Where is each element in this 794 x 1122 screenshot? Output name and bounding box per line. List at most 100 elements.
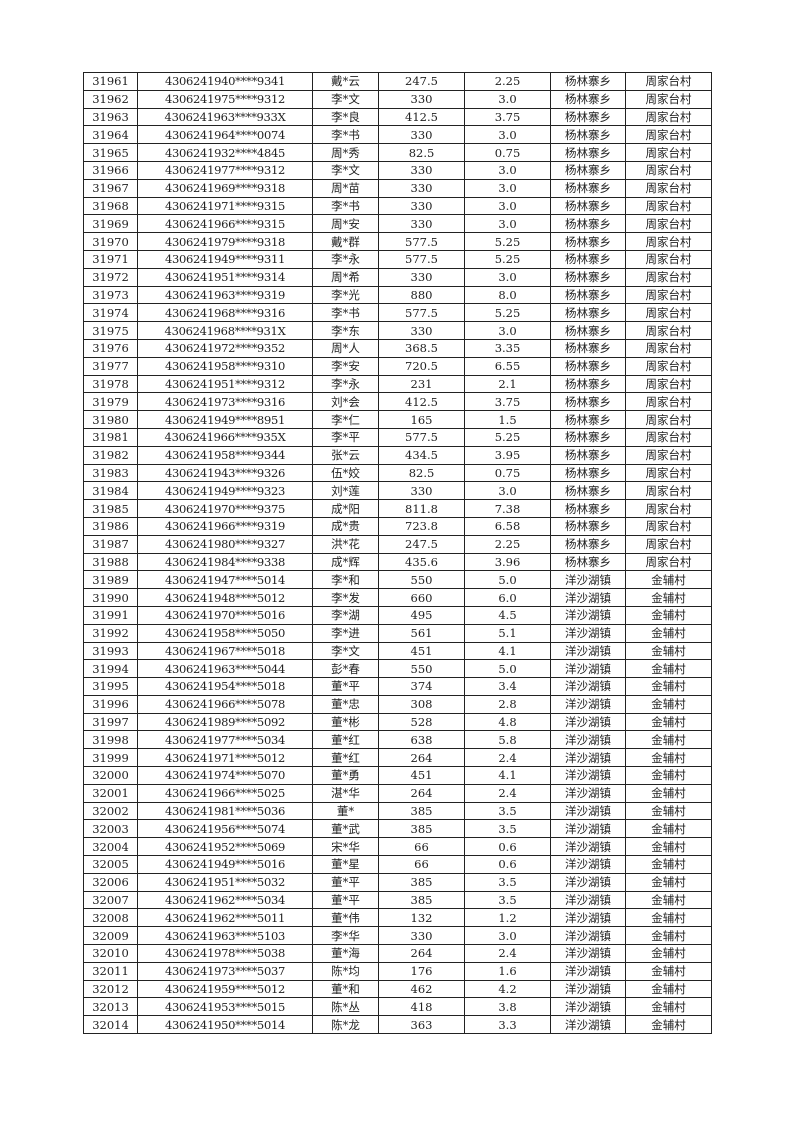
village-cell: 金辅村	[625, 908, 712, 928]
village-cell: 周家台村	[625, 160, 712, 180]
village-cell: 周家台村	[625, 143, 712, 162]
village-cell: 周家台村	[625, 303, 712, 323]
area-cell: 2.4	[464, 748, 551, 768]
amount-cell: 434.5	[378, 445, 465, 465]
table-row: 32010 4306241978****5038 董*海 264 2.4 洋沙湖镇 金辅村	[83, 944, 712, 963]
village-cell: 周家台村	[625, 232, 712, 251]
id-number-cell: 4306241963****9319	[137, 285, 313, 305]
serial-cell: 32002	[83, 801, 138, 821]
id-number-cell: 4306241968****931X	[137, 321, 313, 340]
serial-cell: 32014	[83, 1015, 138, 1035]
id-number-cell: 4306241949****9323	[137, 481, 313, 501]
township-cell: 杨林寨乡	[550, 143, 626, 162]
township-cell: 洋沙湖镇	[550, 570, 626, 590]
village-cell: 金辅村	[625, 623, 712, 643]
table-row: 32001 4306241966****5025 湛*华 264 2.4 洋沙湖镇 金辅村	[83, 783, 712, 803]
village-cell: 周家台村	[625, 249, 712, 269]
area-cell: 3.0	[464, 267, 551, 287]
township-cell: 杨林寨乡	[550, 232, 626, 251]
id-number-cell: 4306241984****9338	[137, 552, 313, 572]
amount-cell: 880	[378, 285, 465, 305]
village-cell: 金辅村	[625, 677, 712, 696]
name-cell: 董*忠	[312, 694, 379, 714]
area-cell: 1.6	[464, 961, 551, 981]
name-cell: 陈*龙	[312, 1015, 379, 1035]
table-row: 31997 4306241989****5092 董*彬 528 4.8 洋沙湖镇 金辅村	[83, 712, 712, 732]
name-cell: 李*进	[312, 623, 379, 643]
id-number-cell: 4306241932****4845	[137, 143, 313, 162]
township-cell: 洋沙湖镇	[550, 1015, 626, 1035]
table-row: 31967 4306241969****9318 周*苗 330 3.0 杨林寨乡 周家台村	[83, 178, 712, 198]
id-number-cell: 4306241962****5034	[137, 890, 313, 910]
id-number-cell: 4306241949****9311	[137, 249, 313, 269]
table-row: 31992 4306241958****5050 李*进 561 5.1 洋沙湖镇 金辅村	[83, 623, 712, 643]
id-number-cell: 4306241963****5103	[137, 926, 313, 946]
id-number-cell: 4306241966****9315	[137, 214, 313, 234]
table-row: 31982 4306241958****9344 张*云 434.5 3.95 杨林寨乡周…	[83, 445, 712, 465]
serial-cell: 31982	[83, 445, 138, 465]
table-row: 31998 4306241977****5034 董*红 638 5.8 洋沙湖镇 金辅村	[83, 730, 712, 750]
name-cell: 李*平	[312, 427, 379, 447]
area-cell: 1.5	[464, 410, 551, 429]
serial-cell: 31988	[83, 552, 138, 572]
amount-cell: 577.5	[378, 303, 465, 323]
serial-cell: 31977	[83, 356, 138, 376]
serial-cell: 31978	[83, 374, 138, 394]
serial-cell: 32008	[83, 908, 138, 928]
area-cell: 3.5	[464, 890, 551, 910]
township-cell: 洋沙湖镇	[550, 641, 626, 661]
area-cell: 6.0	[464, 588, 551, 607]
id-number-cell: 4306241981****5036	[137, 801, 313, 821]
table-row: 31991 4306241970****5016 李*湖 495 4.5 洋沙湖镇 金辅村	[83, 605, 712, 625]
table-row: 31989 4306241947****5014 李*和 550 5.0 洋沙湖镇 金辅村	[83, 570, 712, 590]
table-row: 32002 4306241981****5036 董* 385 3.5 洋沙湖镇 金辅村	[83, 801, 712, 821]
serial-cell: 31975	[83, 321, 138, 340]
id-number-cell: 4306241958****5050	[137, 623, 313, 643]
id-number-cell: 4306241971****9315	[137, 196, 313, 216]
amount-cell: 231	[378, 374, 465, 394]
township-cell: 杨林寨乡	[550, 267, 626, 287]
serial-cell: 31972	[83, 267, 138, 287]
table-row: 32011 4306241973****5037 陈*均 176 1.6 洋沙湖镇 金辅村	[83, 961, 712, 981]
amount-cell: 561	[378, 623, 465, 643]
township-cell: 杨林寨乡	[550, 481, 626, 501]
area-cell: 3.5	[464, 872, 551, 892]
village-cell: 周家台村	[625, 125, 712, 145]
serial-cell: 31997	[83, 712, 138, 732]
area-cell: 4.2	[464, 979, 551, 999]
amount-cell: 176	[378, 961, 465, 981]
name-cell: 成*辉	[312, 552, 379, 572]
amount-cell: 385	[378, 819, 465, 839]
amount-cell: 66	[378, 855, 465, 874]
village-cell: 金辅村	[625, 819, 712, 839]
township-cell: 杨林寨乡	[550, 196, 626, 216]
name-cell: 李*安	[312, 356, 379, 376]
table-row: 31984 4306241949****9323 刘*莲 330 3.0 杨林寨乡 周家台村	[83, 481, 712, 501]
name-cell: 李*东	[312, 321, 379, 340]
township-cell: 杨林寨乡	[550, 321, 626, 340]
name-cell: 陈*丛	[312, 997, 379, 1017]
village-cell: 周家台村	[625, 499, 712, 518]
id-number-cell: 4306241974****5070	[137, 766, 313, 785]
village-cell: 周家台村	[625, 481, 712, 501]
area-cell: 3.0	[464, 196, 551, 216]
id-number-cell: 4306241978****5038	[137, 944, 313, 963]
amount-cell: 132	[378, 908, 465, 928]
amount-cell: 330	[378, 196, 465, 216]
village-cell: 金辅村	[625, 712, 712, 732]
serial-cell: 32000	[83, 766, 138, 785]
township-cell: 洋沙湖镇	[550, 588, 626, 607]
id-number-cell: 4306241940****9341	[137, 72, 313, 91]
village-cell: 周家台村	[625, 410, 712, 429]
area-cell: 3.75	[464, 392, 551, 412]
table-row: 31975 4306241968****931X 李*东 330 3.0 杨林寨乡 周家台村	[83, 321, 712, 340]
name-cell: 李*文	[312, 160, 379, 180]
serial-cell: 31969	[83, 214, 138, 234]
id-number-cell: 4306241959****5012	[137, 979, 313, 999]
township-cell: 洋沙湖镇	[550, 677, 626, 696]
area-cell: 4.8	[464, 712, 551, 732]
id-number-cell: 4306241973****9316	[137, 392, 313, 412]
serial-cell: 31981	[83, 427, 138, 447]
table-row: 32000 4306241974****5070 董*勇 451 4.1 洋沙湖镇 金辅村	[83, 766, 712, 785]
amount-cell: 412.5	[378, 107, 465, 127]
